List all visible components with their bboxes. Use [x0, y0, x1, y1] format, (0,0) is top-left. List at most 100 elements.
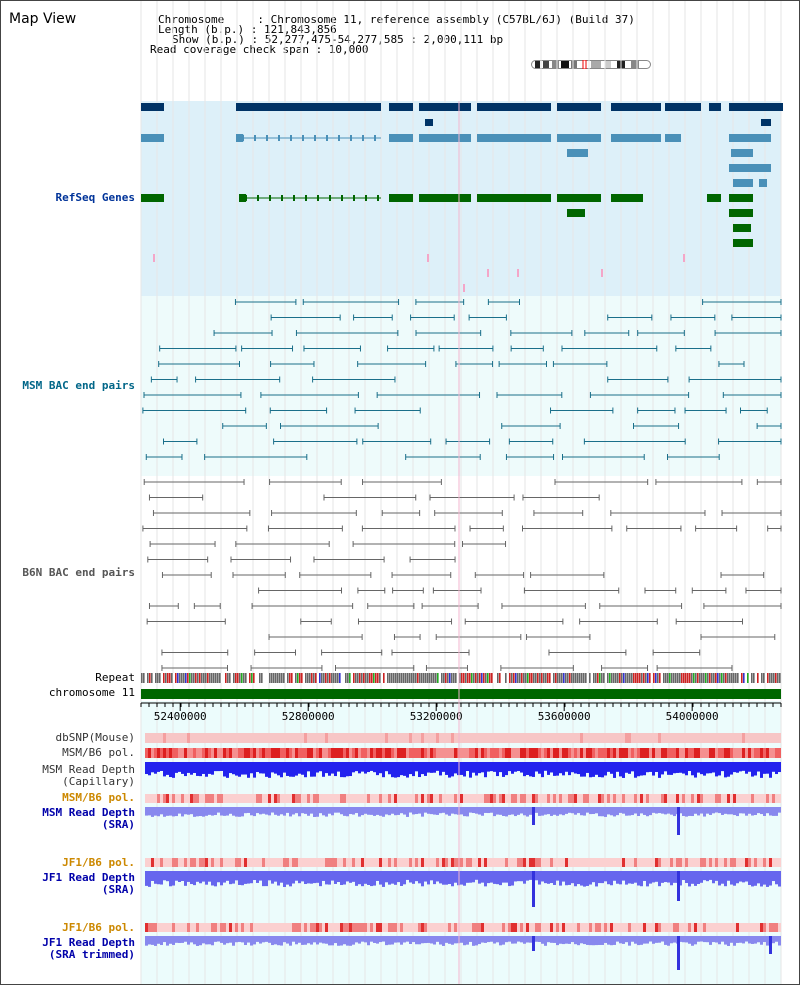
depth-bar: [208, 936, 211, 945]
heat-cell: [763, 733, 766, 743]
depth-bar: [742, 762, 745, 771]
depth-bar: [160, 871, 163, 885]
heat-cell: [373, 748, 376, 758]
heat-cell: [718, 794, 721, 803]
depth-bar: [316, 762, 319, 773]
heat-cell: [178, 923, 181, 932]
depth-bar: [751, 871, 754, 887]
depth-bar: [355, 936, 358, 943]
depth-bar: [586, 762, 589, 773]
depth-bar: [271, 807, 274, 813]
depth-bar: [319, 936, 322, 943]
depth-bar: [619, 936, 622, 944]
heat-cell: [577, 794, 580, 803]
gene-exon-block: [641, 135, 643, 141]
heat-cell: [535, 733, 538, 743]
depth-bar: [259, 807, 262, 815]
label-msm-b6-pol-2: MSM/B6 pol.: [62, 791, 135, 804]
depth-bar: [319, 871, 322, 887]
depth-bar: [535, 807, 538, 813]
heat-cell: [670, 858, 673, 867]
depth-bar: [535, 871, 538, 881]
repeat-element: [431, 673, 433, 683]
heat-cell: [436, 858, 439, 867]
depth-bar: [361, 762, 364, 772]
repeat-element: [513, 673, 515, 683]
repeat-element: [325, 673, 327, 683]
depth-bar: [274, 871, 277, 882]
heat-cell: [433, 733, 436, 743]
gene-exon-block: [575, 195, 577, 201]
heat-cell: [331, 923, 334, 932]
heat-cell: [634, 858, 637, 867]
gene-exon-block: [407, 195, 409, 201]
depth-bar: [232, 936, 235, 946]
heat-cell: [199, 794, 202, 803]
heat-cell: [592, 748, 595, 758]
heat-cell: [271, 794, 274, 803]
depth-bar: [154, 807, 157, 816]
heat-cell: [247, 923, 250, 932]
heat-cell: [700, 748, 703, 758]
heat-cell: [292, 794, 295, 803]
repeat-element: [559, 673, 561, 683]
heat-cell: [301, 733, 304, 743]
heat-cell: [574, 733, 577, 743]
repeat-element: [357, 673, 359, 683]
heat-cell: [547, 923, 550, 932]
depth-bar: [706, 936, 709, 943]
heat-cell: [754, 923, 757, 932]
depth-bar: [577, 762, 580, 775]
heat-cell: [274, 794, 277, 803]
depth-bar: [433, 807, 436, 815]
depth-bar: [481, 807, 484, 816]
depth-bar: [304, 762, 307, 778]
heat-cell: [712, 748, 715, 758]
label-refseq-genes[interactable]: RefSeq Genes: [55, 191, 135, 204]
heat-cell: [745, 733, 748, 743]
depth-bar: [679, 936, 682, 942]
heat-cell: [445, 923, 448, 932]
heat-cell: [169, 923, 172, 932]
heat-cell: [754, 794, 757, 803]
heat-cell: [706, 748, 709, 758]
heat-cell: [730, 923, 733, 932]
heat-cell: [349, 794, 352, 803]
depth-bar: [454, 762, 457, 774]
heat-cell: [469, 733, 472, 743]
heat-cell: [394, 733, 397, 743]
depth-bar: [424, 807, 427, 813]
depth-bar: [160, 807, 163, 815]
heat-cell: [442, 733, 445, 743]
heat-cell: [388, 733, 391, 743]
depth-bar: [712, 871, 715, 884]
heat-cell: [673, 748, 676, 758]
heat-cell: [298, 923, 301, 932]
label-msm-bac[interactable]: MSM BAC end pairs: [22, 379, 135, 392]
heat-cell: [613, 748, 616, 758]
heat-cell: [229, 923, 232, 932]
depth-bar: [235, 936, 238, 943]
heat-cell: [763, 748, 766, 758]
repeat-element: [779, 673, 781, 683]
heat-cell: [484, 748, 487, 758]
heat-cell: [316, 794, 319, 803]
heat-cell: [532, 923, 535, 932]
depth-bar: [388, 762, 391, 775]
depth-bar: [403, 762, 406, 776]
heat-cell: [505, 858, 508, 867]
heat-cell: [460, 858, 463, 867]
heat-cell: [715, 733, 718, 743]
heat-cell: [652, 748, 655, 758]
gene-exon-block: [507, 195, 509, 201]
heat-cell: [586, 858, 589, 867]
depth-bar: [769, 762, 772, 778]
label-b6n-bac[interactable]: B6N BAC end pairs: [22, 566, 135, 579]
heat-cell: [196, 733, 199, 743]
heat-cell: [409, 858, 412, 867]
depth-bar: [328, 762, 331, 776]
heat-cell: [616, 733, 619, 743]
info-length: Length (b.p.) : 121,843,856: [158, 23, 337, 36]
heat-cell: [490, 748, 493, 758]
